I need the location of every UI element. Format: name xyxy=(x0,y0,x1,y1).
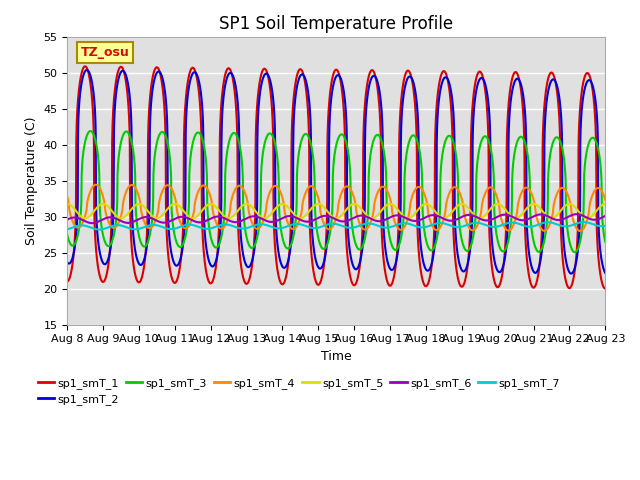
sp1_smT_6 xyxy=(550,216,558,222)
sp1_smT_1 xyxy=(214,249,221,255)
sp1_smT_7 xyxy=(602,223,609,228)
sp1_smT_4 xyxy=(398,227,406,232)
sp1_smT_5 xyxy=(601,201,609,207)
sp1_smT_6 xyxy=(63,216,71,222)
sp1_smT_1 xyxy=(602,286,609,291)
Line: sp1_smT_4: sp1_smT_4 xyxy=(67,185,605,231)
sp1_smT_2 xyxy=(63,259,71,265)
sp1_smT_3 xyxy=(601,238,609,244)
sp1_smT_1 xyxy=(179,236,186,241)
sp1_smT_7 xyxy=(63,227,71,232)
sp1_smT_5 xyxy=(388,202,396,207)
sp1_smT_7 xyxy=(388,224,396,229)
Title: SP1 Soil Temperature Profile: SP1 Soil Temperature Profile xyxy=(219,15,453,33)
sp1_smT_1 xyxy=(81,63,89,69)
sp1_smT_7 xyxy=(179,223,186,229)
sp1_smT_4 xyxy=(576,228,584,234)
sp1_smT_2 xyxy=(179,245,186,251)
sp1_smT_4 xyxy=(63,193,71,199)
sp1_smT_1 xyxy=(63,278,71,284)
X-axis label: Time: Time xyxy=(321,350,351,363)
sp1_smT_3 xyxy=(63,232,71,238)
sp1_smT_2 xyxy=(602,270,609,276)
Line: sp1_smT_5: sp1_smT_5 xyxy=(67,204,605,218)
Legend: sp1_smT_1, sp1_smT_2, sp1_smT_3, sp1_smT_4, sp1_smT_5, sp1_smT_6, sp1_smT_7: sp1_smT_1, sp1_smT_2, sp1_smT_3, sp1_smT… xyxy=(33,373,564,409)
sp1_smT_7 xyxy=(398,220,406,226)
sp1_smT_7 xyxy=(214,223,221,229)
sp1_smT_2 xyxy=(398,107,406,113)
sp1_smT_5 xyxy=(398,212,406,217)
Y-axis label: Soil Temperature (C): Soil Temperature (C) xyxy=(25,117,38,245)
sp1_smT_6 xyxy=(573,211,580,217)
sp1_smT_3 xyxy=(602,239,609,245)
sp1_smT_3 xyxy=(86,128,94,134)
sp1_smT_1 xyxy=(550,74,558,80)
sp1_smT_4 xyxy=(179,224,186,229)
sp1_smT_6 xyxy=(601,213,609,219)
sp1_smT_3 xyxy=(550,137,558,143)
Line: sp1_smT_3: sp1_smT_3 xyxy=(67,131,605,252)
sp1_smT_3 xyxy=(388,244,396,250)
Line: sp1_smT_7: sp1_smT_7 xyxy=(67,222,605,229)
sp1_smT_6 xyxy=(398,214,406,219)
sp1_smT_7 xyxy=(95,227,103,232)
sp1_smT_1 xyxy=(388,279,396,285)
sp1_smT_4 xyxy=(550,200,558,205)
sp1_smT_3 xyxy=(571,250,579,255)
sp1_smT_5 xyxy=(550,215,558,220)
sp1_smT_4 xyxy=(388,211,396,217)
sp1_smT_6 xyxy=(179,214,186,220)
sp1_smT_7 xyxy=(550,220,558,226)
sp1_smT_3 xyxy=(179,242,186,248)
Text: TZ_osu: TZ_osu xyxy=(81,46,129,59)
sp1_smT_5 xyxy=(214,206,221,212)
sp1_smT_4 xyxy=(92,182,100,188)
sp1_smT_3 xyxy=(214,244,221,250)
sp1_smT_6 xyxy=(388,214,396,219)
sp1_smT_7 xyxy=(601,223,609,228)
sp1_smT_2 xyxy=(567,271,575,276)
sp1_smT_5 xyxy=(81,216,89,221)
sp1_smT_6 xyxy=(214,214,221,219)
sp1_smT_5 xyxy=(179,207,186,213)
sp1_smT_4 xyxy=(602,197,609,203)
Line: sp1_smT_6: sp1_smT_6 xyxy=(67,214,605,223)
sp1_smT_2 xyxy=(83,67,91,73)
sp1_smT_1 xyxy=(601,286,609,291)
Line: sp1_smT_2: sp1_smT_2 xyxy=(67,70,605,274)
sp1_smT_2 xyxy=(550,77,558,83)
sp1_smT_2 xyxy=(601,270,609,276)
sp1_smT_4 xyxy=(601,196,609,202)
sp1_smT_3 xyxy=(398,229,406,235)
Line: sp1_smT_1: sp1_smT_1 xyxy=(67,66,605,288)
sp1_smT_1 xyxy=(398,89,406,95)
sp1_smT_5 xyxy=(602,201,609,207)
sp1_smT_6 xyxy=(602,213,609,219)
sp1_smT_2 xyxy=(388,267,396,273)
sp1_smT_4 xyxy=(214,222,221,228)
sp1_smT_6 xyxy=(88,220,96,226)
sp1_smT_7 xyxy=(580,219,588,225)
sp1_smT_5 xyxy=(63,201,71,207)
sp1_smT_2 xyxy=(214,252,221,257)
